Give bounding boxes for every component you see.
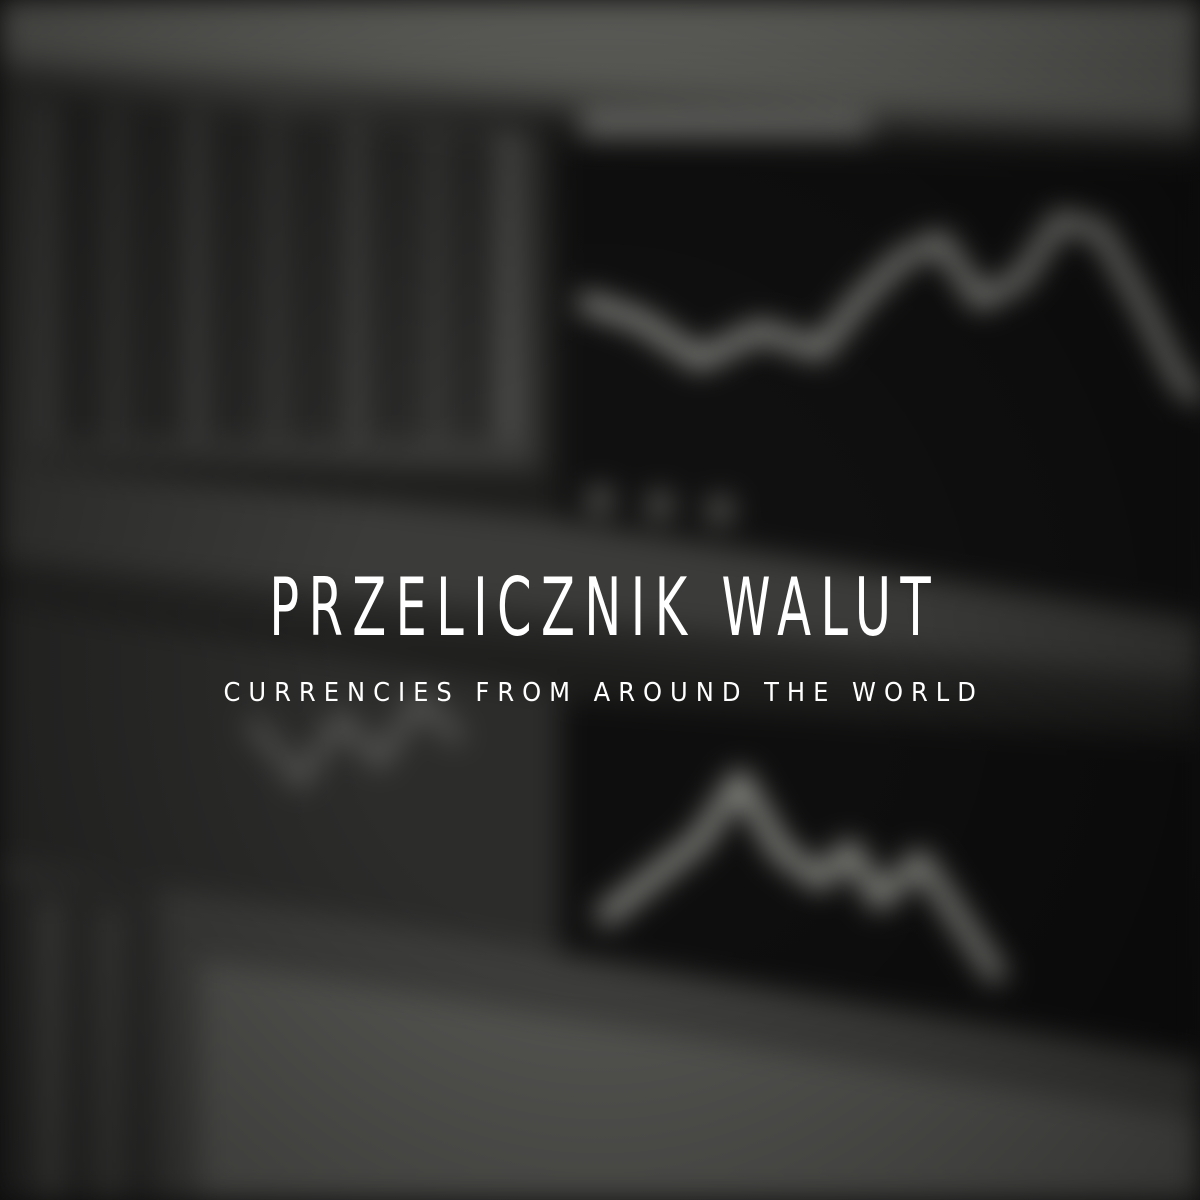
page-title: PRZELICZNIK WALUT (269, 561, 941, 654)
hero-text: PRZELICZNIK WALUT CURRENCIES FROM AROUND… (0, 560, 1200, 710)
page-subtitle: CURRENCIES FROM AROUND THE WORLD (223, 678, 984, 708)
